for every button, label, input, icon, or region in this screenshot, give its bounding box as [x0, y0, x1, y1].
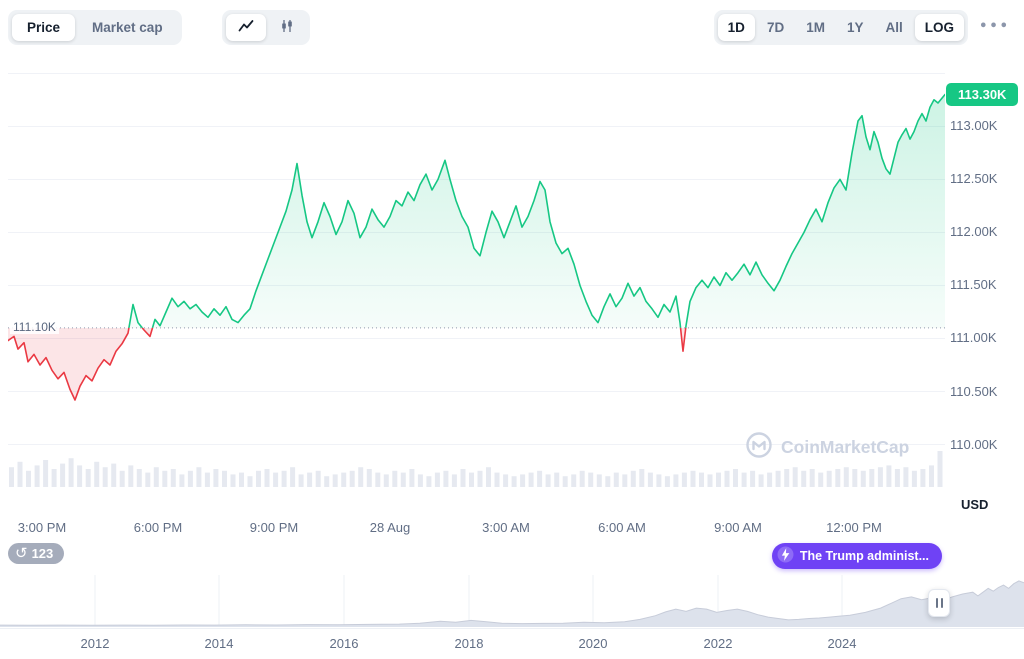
y-axis-label: 111.00K [950, 330, 997, 346]
price-chart-canvas[interactable] [8, 68, 945, 487]
handle-grip-icon [940, 598, 943, 608]
x-axis-label: 9:00 AM [714, 520, 762, 535]
y-axis-label: 110.00K [950, 436, 998, 452]
lightning-icon [777, 546, 794, 566]
x-axis-label: 6:00 AM [598, 520, 646, 535]
chart-type-toggle [222, 10, 310, 45]
currency-label: USD [961, 497, 989, 512]
current-price-badge: 113.30K [946, 82, 1019, 106]
baseline-price-label: 111.10K [10, 319, 59, 334]
line-chart-icon [238, 19, 254, 36]
history-icon: ↺ [15, 545, 28, 562]
metric-tab-market-cap[interactable]: Market cap [77, 14, 178, 41]
ellipsis-icon: ••• [979, 19, 1010, 34]
more-options-button[interactable]: ••• [973, 18, 1016, 35]
range-navigator[interactable] [0, 575, 1024, 629]
year-label: 2024 [827, 636, 857, 651]
year-label: 2018 [454, 636, 484, 651]
range-1y[interactable]: 1Y [837, 14, 874, 41]
range-1m[interactable]: 1M [796, 14, 835, 41]
candlestick-chart-type-button[interactable] [268, 14, 306, 41]
y-axis-label: 113.00K [950, 118, 998, 134]
year-label: 2020 [578, 636, 608, 651]
x-axis-label: 3:00 AM [482, 520, 530, 535]
coinmarketcap-logo-icon [745, 431, 773, 464]
y-axis-label: 112.50K [950, 171, 998, 187]
range-1d[interactable]: 1D [717, 14, 755, 41]
range-all[interactable]: All [875, 14, 912, 41]
watermark-text: CoinMarketCap [781, 437, 910, 457]
news-flash-label: The Trump administ... [799, 549, 929, 563]
year-label: 2012 [80, 636, 110, 651]
metric-toggle: Price Market cap [8, 10, 182, 45]
year-label: 2016 [329, 636, 359, 651]
navigator-handle[interactable] [928, 589, 950, 617]
y-axis-label: 110.50K [950, 383, 998, 399]
year-label: 2014 [204, 636, 234, 651]
x-axis-label: 28 Aug [369, 520, 411, 535]
range-toggle: 1D 7D 1M 1Y All LOG [713, 10, 968, 45]
news-flash-pill[interactable]: The Trump administ... [771, 543, 942, 569]
navigator-canvas[interactable] [0, 575, 1024, 628]
x-axis-label: 12:00 PM [826, 520, 882, 535]
price-chart[interactable]: 113.00K 112.50K 112.00K 111.50K 111.00K 110.5… [0, 0, 1024, 575]
line-chart-type-button[interactable] [226, 14, 266, 41]
candlestick-icon [280, 19, 294, 36]
x-axis-label: 3:00 PM [17, 520, 67, 535]
x-axis-label: 9:00 PM [249, 520, 299, 535]
range-log[interactable]: LOG [914, 14, 964, 41]
x-axis-label: 6:00 PM [133, 520, 183, 535]
history-count-badge[interactable]: ↺ 123 [8, 543, 65, 564]
history-count: 123 [31, 546, 54, 561]
y-axis-label: 112.00K [950, 224, 998, 240]
range-7d[interactable]: 7D [757, 14, 794, 41]
coinmarketcap-watermark: CoinMarketCap [745, 431, 909, 464]
y-axis-label: 111.50K [950, 277, 997, 293]
metric-tab-price[interactable]: Price [12, 14, 76, 41]
handle-grip-icon [935, 598, 938, 608]
year-label: 2022 [703, 636, 733, 651]
